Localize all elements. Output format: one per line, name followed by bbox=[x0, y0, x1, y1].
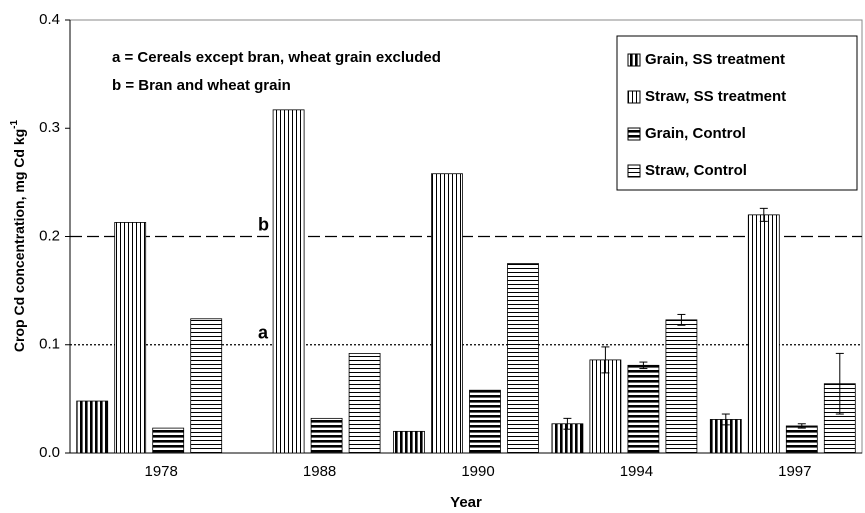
annotation: b = Bran and wheat grain bbox=[112, 77, 291, 94]
error-bar bbox=[797, 423, 806, 429]
legend-swatch bbox=[627, 53, 641, 67]
reference-label: a bbox=[258, 323, 269, 343]
x-tick-label: 1994 bbox=[620, 463, 653, 480]
legend-swatch bbox=[627, 164, 641, 178]
bar bbox=[114, 222, 147, 454]
legend-label: Straw, Control bbox=[645, 162, 747, 179]
bar bbox=[747, 214, 780, 454]
bar bbox=[785, 425, 818, 454]
legend-label: Straw, SS treatment bbox=[645, 88, 786, 105]
x-tick-label: 1988 bbox=[303, 463, 336, 480]
y-axis-label: Crop Cd concentration, mg Cd kg-1 bbox=[9, 120, 27, 353]
bar bbox=[190, 318, 223, 454]
bar bbox=[665, 319, 698, 454]
legend-box bbox=[616, 35, 858, 191]
x-tick-label: 1990 bbox=[461, 463, 494, 480]
bar bbox=[393, 430, 425, 454]
reference-label: b bbox=[258, 214, 269, 234]
bar bbox=[431, 173, 463, 454]
legend-swatch bbox=[627, 127, 641, 141]
bar bbox=[152, 427, 185, 454]
legend-label: Grain, Control bbox=[645, 125, 746, 142]
y-tick-label: 0.1 bbox=[39, 336, 60, 353]
bar bbox=[76, 400, 109, 454]
legend-swatch bbox=[627, 90, 641, 104]
y-tick-label: 0.2 bbox=[39, 227, 60, 244]
bar bbox=[348, 353, 381, 454]
bar bbox=[310, 417, 343, 454]
bar bbox=[272, 109, 305, 454]
y-tick-label: 0.4 bbox=[39, 11, 60, 28]
bar bbox=[627, 364, 660, 454]
error-bar bbox=[759, 207, 768, 222]
x-tick-label: 1997 bbox=[778, 463, 811, 480]
error-bar bbox=[601, 346, 610, 374]
y-tick-label: 0.0 bbox=[39, 444, 60, 461]
y-tick-label: 0.3 bbox=[39, 119, 60, 136]
bar bbox=[469, 389, 501, 454]
legend-label: Grain, SS treatment bbox=[645, 51, 785, 68]
bar bbox=[507, 263, 539, 454]
error-bar bbox=[639, 361, 648, 370]
y-axis-label-sup: -1 bbox=[9, 120, 20, 129]
x-tick-label: 1978 bbox=[145, 463, 178, 480]
bar bbox=[589, 359, 622, 454]
error-bar bbox=[835, 352, 844, 415]
error-bar bbox=[563, 417, 572, 430]
y-axis-label-main: Crop Cd concentration, mg Cd kg bbox=[11, 129, 27, 352]
error-bar bbox=[721, 413, 730, 426]
error-bar bbox=[677, 313, 686, 326]
annotation: a = Cereals except bran, wheat grain exc… bbox=[112, 49, 441, 66]
x-axis-label: Year bbox=[450, 494, 482, 511]
